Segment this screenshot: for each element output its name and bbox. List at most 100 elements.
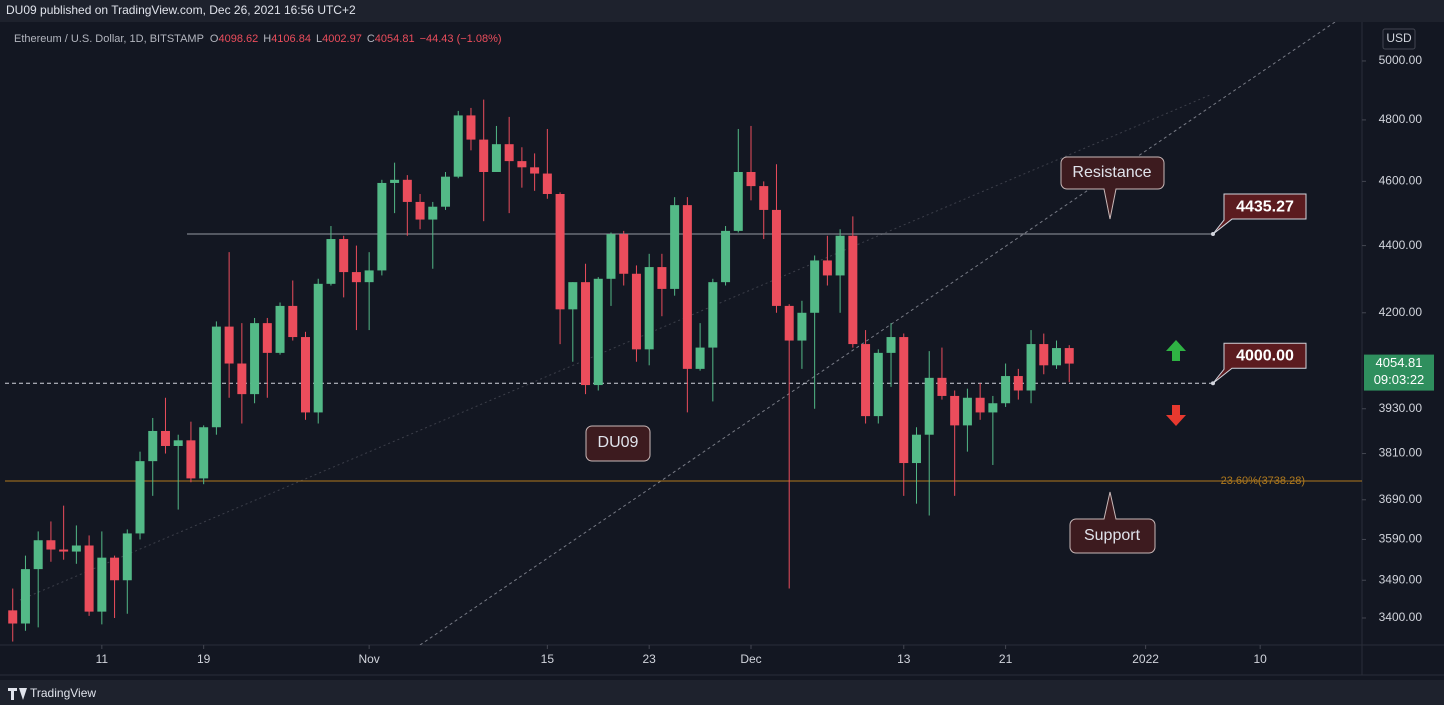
candle-body: [530, 167, 540, 174]
candle-body: [339, 239, 349, 273]
candle-body: [962, 397, 972, 426]
x-tick-label: Dec: [740, 652, 761, 666]
candle-body: [746, 171, 756, 187]
x-tick-label: 13: [897, 652, 911, 666]
candle-body: [555, 193, 565, 310]
drawings: [19, 22, 1336, 645]
trendline: [419, 22, 1336, 645]
support-callout: Support: [1069, 491, 1156, 554]
up-arrow: [1166, 340, 1186, 361]
candle-body: [466, 115, 476, 140]
candle-body: [517, 161, 527, 168]
l-label: L: [316, 33, 322, 45]
candle-body: [899, 337, 909, 464]
y-tick-label: 4600.00: [1379, 174, 1423, 188]
h-value: 4106.84: [271, 33, 311, 45]
x-tick-label: Nov: [358, 652, 379, 666]
candle-body: [644, 267, 654, 350]
currency: USD: [1386, 31, 1412, 45]
brand: TradingView: [30, 686, 96, 700]
candle-body: [1039, 344, 1049, 366]
candle-body: [415, 201, 425, 220]
candle-body: [542, 173, 552, 194]
candle-body: [20, 569, 30, 624]
candle-body: [160, 430, 170, 446]
x-tick-label: 11: [96, 652, 109, 666]
callout-box: [1060, 156, 1165, 220]
level-label: 4000.00: [1236, 347, 1294, 364]
symbol: Ethereum / U.S. Dollar, 1D, BITSTAMP: [14, 33, 204, 45]
level-anchor: [1211, 232, 1215, 237]
candle-body: [873, 352, 883, 417]
candle-body: [988, 403, 998, 413]
candle-body: [797, 312, 807, 341]
candle-body: [122, 533, 132, 581]
author-box: [585, 425, 651, 462]
candle-body: [924, 377, 934, 435]
change: −44.43 (−1.08%): [420, 33, 502, 45]
candle-body: [441, 176, 451, 207]
candle-body: [377, 182, 387, 271]
candle-body: [950, 395, 960, 426]
candle-body: [326, 239, 336, 284]
candle-body: [237, 363, 247, 395]
y-tick-label: 3690.00: [1379, 492, 1423, 506]
currency-box: [1382, 28, 1416, 50]
candle-body: [148, 430, 158, 462]
published-line: DU09 published on TradingView.com, Dec 2…: [6, 3, 356, 17]
candle-body: [835, 235, 845, 276]
candle-body: [810, 260, 820, 313]
y-tick-label: 5000.00: [1379, 53, 1423, 67]
candle-body: [33, 540, 43, 570]
x-tick-label: 15: [541, 652, 555, 666]
y-tick-label: 3490.00: [1379, 572, 1423, 586]
author-label: DU09: [598, 434, 639, 451]
candle-body: [911, 434, 921, 464]
y-tick-label: 3400.00: [1379, 610, 1423, 624]
o-label: O: [210, 33, 219, 45]
candle-body: [848, 235, 858, 345]
resistance-callout: Resistance: [1060, 156, 1165, 220]
l-value: 4002.97: [322, 33, 362, 45]
candle-body: [390, 179, 400, 183]
level-callout: [1212, 342, 1307, 384]
candle-body: [861, 344, 871, 417]
resistance-label: Resistance: [1072, 164, 1151, 181]
candle-body: [695, 347, 705, 369]
o-value: 4098.62: [218, 33, 258, 45]
y-tick-label: 4200.00: [1379, 305, 1423, 319]
footer: [0, 680, 1444, 705]
candle-body: [300, 337, 310, 413]
candle-body: [619, 234, 629, 274]
x-tick-label: 10: [1253, 652, 1267, 666]
x-tick-label: 21: [999, 652, 1013, 666]
candle-body: [504, 144, 514, 162]
candle-body: [1001, 376, 1011, 404]
y-tick-label: 3930.00: [1379, 401, 1423, 415]
candle-body: [402, 179, 412, 202]
candle-body: [721, 230, 731, 283]
candle-body: [1052, 348, 1062, 366]
candle-body: [1013, 376, 1023, 391]
candle-body: [733, 171, 743, 231]
trendline: [19, 94, 1211, 601]
candle-body: [606, 234, 616, 279]
candle-body: [428, 206, 438, 220]
level-callout: [1212, 193, 1307, 235]
candle-body: [670, 205, 680, 289]
candle-body: [224, 326, 234, 364]
y-tick-label: 3590.00: [1379, 532, 1423, 546]
last-price: 4054.81: [1376, 355, 1423, 370]
candle-body: [275, 305, 285, 353]
candle-body: [682, 205, 692, 369]
x-tick-label: 23: [642, 652, 656, 666]
candle-body: [581, 282, 591, 386]
candle-body: [593, 278, 603, 386]
countdown: 09:03:22: [1374, 372, 1425, 387]
callout-box: [1069, 491, 1156, 554]
candle-body: [313, 283, 323, 413]
candle-body: [771, 209, 781, 306]
candle-body: [288, 305, 298, 338]
last-price-box: [1364, 354, 1434, 391]
